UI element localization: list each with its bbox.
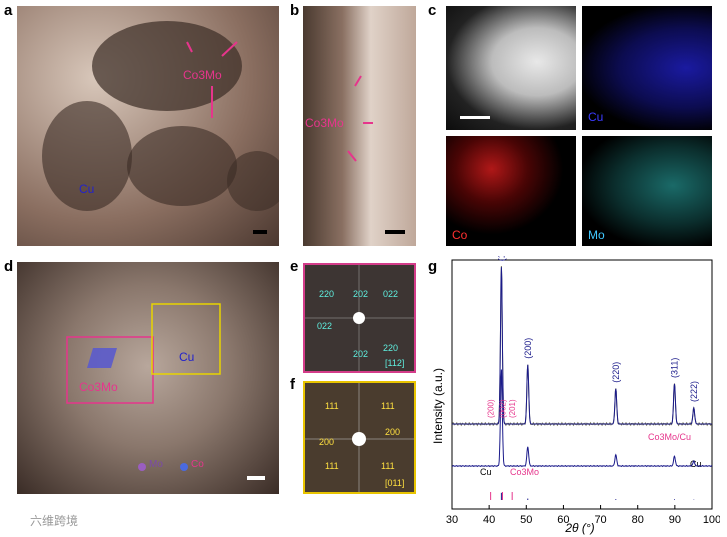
x-tick-label-1: 40 bbox=[483, 514, 495, 526]
trace-label-bottom: Cu bbox=[690, 459, 702, 469]
panel-letter-b: b bbox=[290, 2, 300, 19]
peak-label-3: (311) bbox=[669, 358, 679, 378]
peak-label-1: (200) bbox=[523, 338, 533, 359]
panel-letter-c: c bbox=[428, 2, 437, 19]
x-tick-label-6: 90 bbox=[669, 514, 681, 526]
co3mo-peak-label-2: (201) bbox=[508, 399, 517, 418]
fft-image-f: 111 111 200 200 111 111 [011] bbox=[303, 381, 416, 494]
label-cu-d: Cu bbox=[179, 350, 195, 364]
panel-letter-d: d bbox=[4, 258, 14, 275]
ref-label-cu: Cu bbox=[480, 467, 492, 477]
spot-f-0: 111 bbox=[325, 401, 339, 411]
watermark: 六维跨境 bbox=[30, 514, 79, 528]
xrd-chart: Intensity (a.u.) 2θ (°) Co3Mo/Cu Cu Cu C… bbox=[431, 256, 720, 535]
legend-co: Co bbox=[191, 459, 204, 470]
fft-spots-f bbox=[305, 383, 414, 492]
spot-e-3: 022 bbox=[317, 321, 333, 331]
spot-e-4: 202 bbox=[353, 349, 369, 359]
panel-letter-a: a bbox=[4, 2, 13, 19]
co3mo-peak-label-1: (002) bbox=[499, 399, 508, 418]
zone-e: [112] bbox=[385, 358, 405, 368]
map-label-mo: Mo bbox=[588, 228, 605, 242]
peak-label-2: (220) bbox=[611, 362, 621, 383]
sem-image-b: Co3Mo bbox=[303, 6, 416, 246]
label-co3mo-d: Co3Mo bbox=[79, 380, 118, 394]
panel-letter-g: g bbox=[428, 258, 438, 275]
ref-label-co3mo: Co3Mo bbox=[510, 467, 539, 477]
spot-e-1: 202 bbox=[353, 289, 369, 299]
peak-label-4: (222) bbox=[689, 381, 699, 402]
fft-image-e: 220 202 022 022 202 220 [112] bbox=[303, 263, 416, 373]
x-tick-label-0: 30 bbox=[446, 514, 458, 526]
spot-f-3: 200 bbox=[385, 427, 401, 437]
zone-f: [011] bbox=[385, 478, 405, 488]
eds-map-mo: Mo bbox=[582, 136, 712, 246]
panel-letter-e: e bbox=[290, 258, 299, 275]
sem-texture-a bbox=[42, 21, 279, 234]
sem-texture-b bbox=[347, 75, 405, 234]
map-label-co: Co bbox=[452, 228, 468, 242]
spot-e-5: 220 bbox=[383, 343, 399, 353]
spot-f-5: 111 bbox=[381, 461, 395, 471]
co3mo-peak-label-0: (200) bbox=[487, 399, 496, 418]
ylabel: Intensity (a.u.) bbox=[431, 368, 445, 444]
panel-letter-f: f bbox=[290, 376, 295, 393]
spot-e-2: 022 bbox=[383, 289, 399, 299]
peak-label-0: (111) bbox=[496, 256, 506, 261]
fft-spots-e bbox=[305, 265, 414, 371]
label-co3mo-a: Co3Mo bbox=[183, 68, 222, 82]
series-co3mo-cu-fit bbox=[452, 267, 712, 425]
x-tick-label-7: 100 bbox=[703, 514, 720, 526]
xlabel: 2θ (°) bbox=[564, 521, 594, 535]
scale-bar-c bbox=[460, 116, 490, 119]
hrtem-overlay-d bbox=[66, 303, 265, 480]
sem-image-a: Co3Mo Cu bbox=[17, 6, 279, 246]
spot-f-1: 111 bbox=[381, 401, 395, 411]
label-co3mo-b: Co3Mo bbox=[305, 116, 344, 130]
eds-map-cu: Cu bbox=[582, 6, 712, 130]
eds-map-co: Co bbox=[446, 136, 576, 246]
map-label-cu: Cu bbox=[588, 110, 604, 124]
x-tick-label-3: 60 bbox=[557, 514, 569, 526]
trace-label-top: Co3Mo/Cu bbox=[648, 432, 691, 442]
x-tick-label-5: 80 bbox=[632, 514, 644, 526]
haadf-image-c bbox=[446, 6, 576, 130]
spot-e-0: 220 bbox=[319, 289, 335, 299]
series-cu bbox=[452, 369, 713, 468]
x-tick-label-4: 70 bbox=[594, 514, 606, 526]
hrtem-image-d: Co3Mo Cu Mo Co bbox=[17, 262, 279, 494]
label-cu-a: Cu bbox=[79, 182, 95, 196]
plot-frame bbox=[451, 259, 713, 510]
legend-mo: Mo bbox=[149, 459, 163, 470]
x-tick-label-2: 50 bbox=[520, 514, 532, 526]
spot-f-2: 200 bbox=[319, 437, 335, 447]
spot-f-4: 111 bbox=[325, 461, 339, 471]
